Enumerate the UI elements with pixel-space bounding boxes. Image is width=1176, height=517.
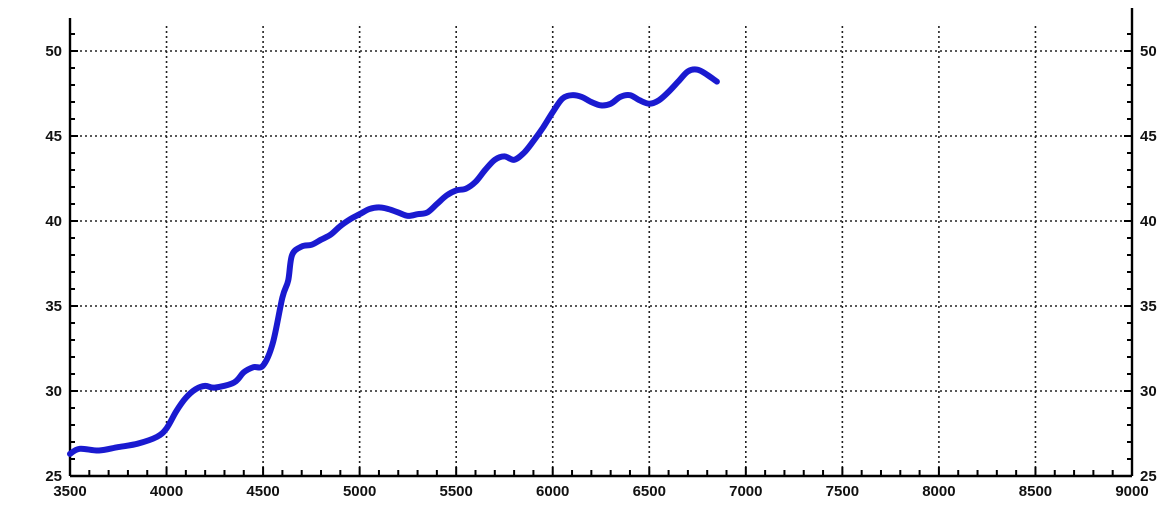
tick-labels: 3500 4000 4500 5000 5500 6000 6500 7000 7500 8000…: [45, 43, 1156, 500]
series-line: [67, 66, 720, 457]
y-tick-label-left: 35: [45, 298, 62, 315]
x-tick-label: 9000: [1115, 483, 1148, 500]
x-tick-label: 8000: [922, 483, 955, 500]
x-tick-label: 4000: [150, 483, 183, 500]
y-tick-label-right: 40: [1140, 213, 1157, 230]
y-tick-label-right: 30: [1140, 383, 1157, 400]
x-tick-label: 7500: [826, 483, 859, 500]
y-tick-label-right: 25: [1140, 468, 1157, 485]
series-lines: [67, 66, 720, 457]
y-tick-label-left: 45: [45, 128, 62, 145]
y-tick-label-right: 35: [1140, 298, 1157, 315]
y-tick-label-left: 40: [45, 213, 62, 230]
x-tick-label: 5000: [343, 483, 376, 500]
x-tick-label: 4500: [246, 483, 279, 500]
x-tick-label: 6500: [633, 483, 666, 500]
y-tick-label-left: 25: [45, 468, 62, 485]
y-tick-label-right: 45: [1140, 128, 1157, 145]
x-tick-label: 8500: [1019, 483, 1052, 500]
y-tick-label-left: 30: [45, 383, 62, 400]
x-tick-label: 6000: [536, 483, 569, 500]
x-tick-label: 5500: [439, 483, 472, 500]
x-tick-label: 7000: [729, 483, 762, 500]
grid: [70, 26, 1132, 476]
y-tick-label-right: 50: [1140, 43, 1157, 60]
x-tick-label: 3500: [53, 483, 86, 500]
y-tick-label-left: 50: [45, 43, 62, 60]
axes: [68, 8, 1134, 478]
